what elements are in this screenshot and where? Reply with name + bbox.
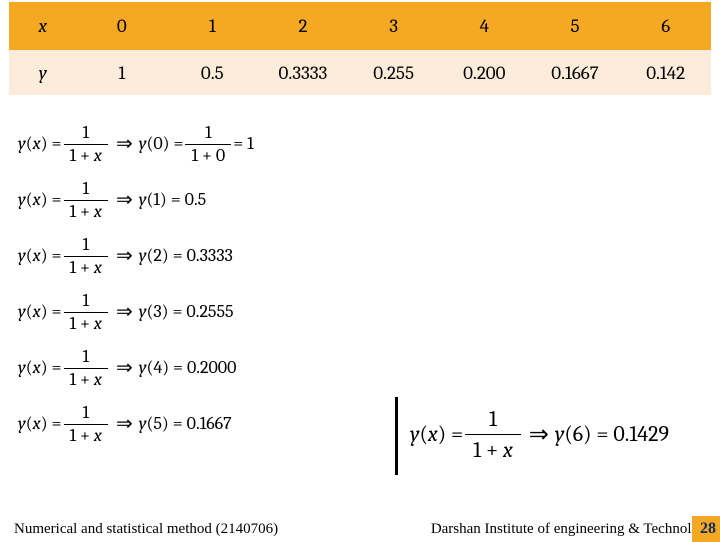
th-y: y — [9, 50, 77, 95]
th-x: x — [9, 2, 77, 50]
th-6: 6 — [620, 2, 711, 50]
footer-right: Darshan Institute of engineering & Techn… — [431, 521, 714, 538]
th-5: 5 — [530, 2, 621, 50]
td-5: 0.1667 — [530, 50, 621, 95]
th-2: 2 — [258, 2, 349, 50]
td-6: 0.142 — [620, 50, 711, 95]
td-2: 0.3333 — [258, 50, 349, 95]
th-1: 1 — [167, 2, 258, 50]
footer: Numerical and statistical method (214070… — [0, 516, 720, 542]
td-1: 0.5 — [167, 50, 258, 95]
td-4: 0.200 — [439, 50, 530, 95]
th-0: 0 — [77, 2, 167, 50]
data-table: x 0 1 2 3 4 5 6 y 1 0.5 0.3333 0.255 0.2… — [9, 2, 711, 95]
page-number: 28 — [700, 520, 716, 538]
th-3: 3 — [348, 2, 439, 50]
td-0: 1 — [77, 50, 167, 95]
th-4: 4 — [439, 2, 530, 50]
footer-left: Numerical and statistical method (214070… — [14, 521, 278, 538]
vertical-divider — [395, 397, 398, 475]
equation-list: y(x) = 11 + x⇒ y(0) = 11 + 0 = 1y(x) = 1… — [18, 118, 254, 454]
side-equation: y(x) = 11 + x⇒y(6) = 0.1429 — [410, 408, 669, 464]
td-3: 0.255 — [348, 50, 439, 95]
